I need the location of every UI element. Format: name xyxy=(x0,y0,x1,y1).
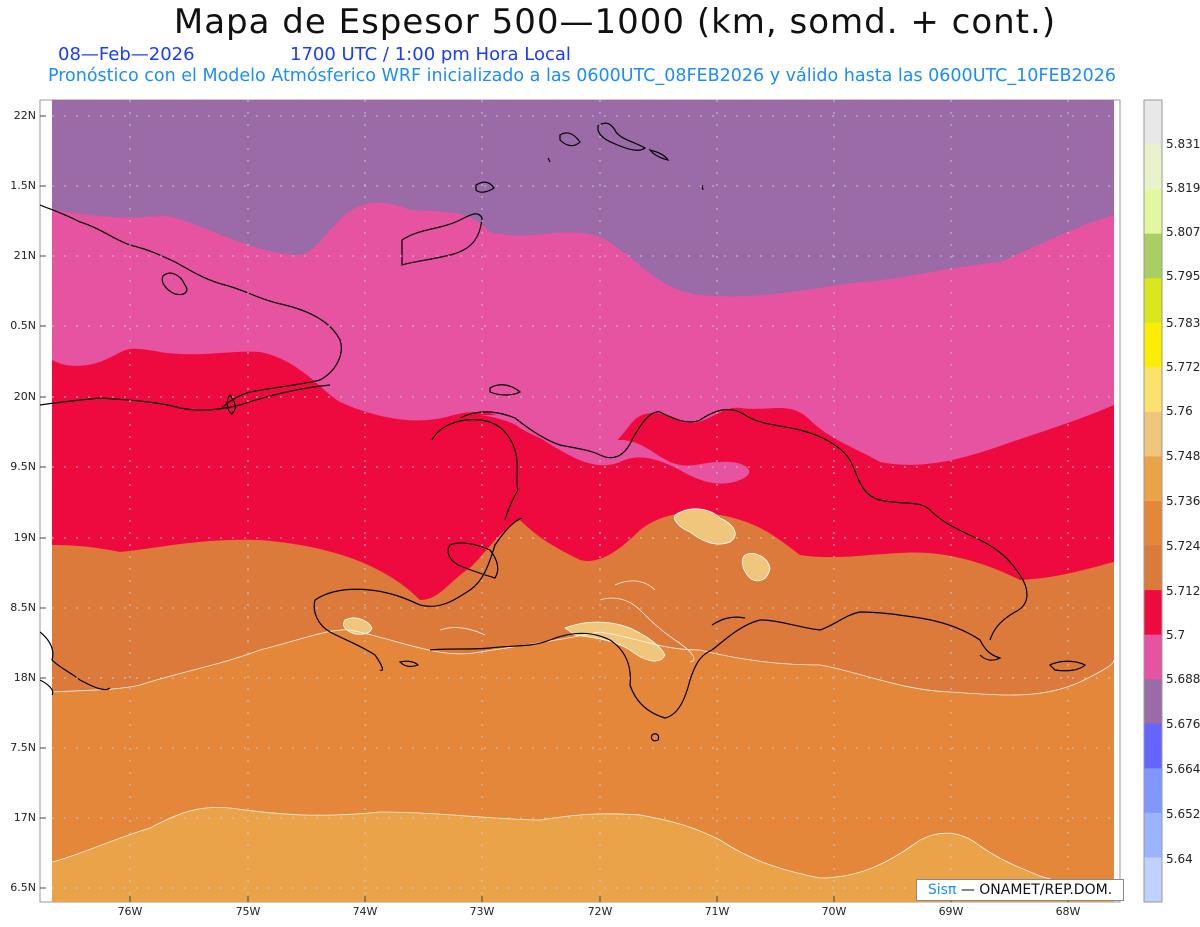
lat-label: 6.5N xyxy=(10,881,36,894)
colorbar-swatch xyxy=(1144,456,1162,502)
colorbar-swatch xyxy=(1144,723,1162,769)
colorbar-label: 5.819 xyxy=(1166,181,1200,195)
colorbar-swatch xyxy=(1144,233,1162,279)
colorbar-label: 5.748 xyxy=(1166,449,1200,463)
forecast-date: 08—Feb—2026 xyxy=(58,44,195,65)
colorbar-swatch xyxy=(1144,634,1162,680)
colorbar-label: 5.783 xyxy=(1166,316,1200,330)
lat-label: 9.5N xyxy=(10,460,36,473)
lat-label: 8.5N xyxy=(10,601,36,614)
lat-label: 18N xyxy=(13,671,36,684)
lon-label: 68W xyxy=(1055,905,1081,918)
colorbar-swatch xyxy=(1144,545,1162,591)
colorbar-swatch xyxy=(1144,322,1162,368)
lat-label: 7.5N xyxy=(10,741,36,754)
colorbar-label: 5.772 xyxy=(1166,360,1200,374)
lat-label: 21N xyxy=(13,249,36,262)
colorbar-frame xyxy=(1143,99,1163,903)
graticule xyxy=(40,100,1120,902)
lat-label: 0.5N xyxy=(10,319,36,332)
colorbar-swatch xyxy=(1144,189,1162,235)
colorbar-label: 5.652 xyxy=(1166,807,1200,821)
lon-label: 70W xyxy=(821,905,847,918)
colorbar-label: 5.76 xyxy=(1166,404,1193,418)
colorbar-swatch xyxy=(1144,501,1162,547)
colorbar-swatch xyxy=(1144,857,1162,903)
lon-label: 75W xyxy=(235,905,261,918)
coastlines xyxy=(40,122,1087,742)
thickness-band-5736 xyxy=(52,807,1114,902)
lon-label: 76W xyxy=(117,905,143,918)
credit-org: — ONAMET/REP.DOM. xyxy=(960,882,1113,898)
map-title: Mapa de Espesor 500—1000 (km, somd. + co… xyxy=(173,2,1057,42)
lon-label: 72W xyxy=(587,905,613,918)
colorbar-label: 5.736 xyxy=(1166,494,1200,508)
thickness-contours xyxy=(51,580,1115,896)
lat-label: 1.5N xyxy=(10,179,36,192)
lat-label: 20N xyxy=(13,390,36,403)
thickness-band-5748-spots xyxy=(343,508,771,662)
colorbar-label: 5.831 xyxy=(1166,137,1200,151)
lon-label: 74W xyxy=(352,905,378,918)
colorbar-label: 5.676 xyxy=(1166,717,1200,731)
colorbar-label: 5.688 xyxy=(1166,672,1200,686)
lat-label: 17N xyxy=(13,811,36,824)
colorbar-swatch xyxy=(1144,144,1162,190)
colorbar-swatch xyxy=(1144,590,1162,636)
lat-label: 22N xyxy=(13,109,36,122)
colorbar-label: 5.712 xyxy=(1166,584,1200,598)
colorbar-swatch xyxy=(1144,812,1162,858)
lon-label: 71W xyxy=(704,905,730,918)
colorbar-label: 5.724 xyxy=(1166,539,1200,553)
colorbar-swatch xyxy=(1144,411,1162,457)
colorbar-swatch xyxy=(1144,278,1162,324)
colorbar-label: 5.807 xyxy=(1166,225,1200,239)
colorbar-label: 5.664 xyxy=(1166,762,1200,776)
lat-label: 19N xyxy=(13,531,36,544)
colorbar xyxy=(1144,100,1162,903)
colorbar-swatch xyxy=(1144,367,1162,413)
credit-box: Sisπ — ONAMET/REP.DOM. xyxy=(916,879,1124,901)
forecast-time: 1700 UTC / 1:00 pm Hora Local xyxy=(290,44,571,65)
colorbar-swatch xyxy=(1144,679,1162,725)
colorbar-swatch xyxy=(1144,100,1162,146)
sis-logo-text: Sisπ xyxy=(927,882,957,898)
thickness-band-5688-tongue xyxy=(480,415,750,484)
lon-label: 69W xyxy=(938,905,964,918)
colorbar-swatch xyxy=(1144,768,1162,814)
colorbar-label: 5.7 xyxy=(1166,628,1186,642)
model-subtitle: Pronóstico con el Modelo Atmósferico WRF… xyxy=(48,66,1117,86)
colorbar-label: 5.795 xyxy=(1166,269,1200,283)
lon-label: 73W xyxy=(469,905,495,918)
colorbar-label: 5.64 xyxy=(1166,852,1193,866)
